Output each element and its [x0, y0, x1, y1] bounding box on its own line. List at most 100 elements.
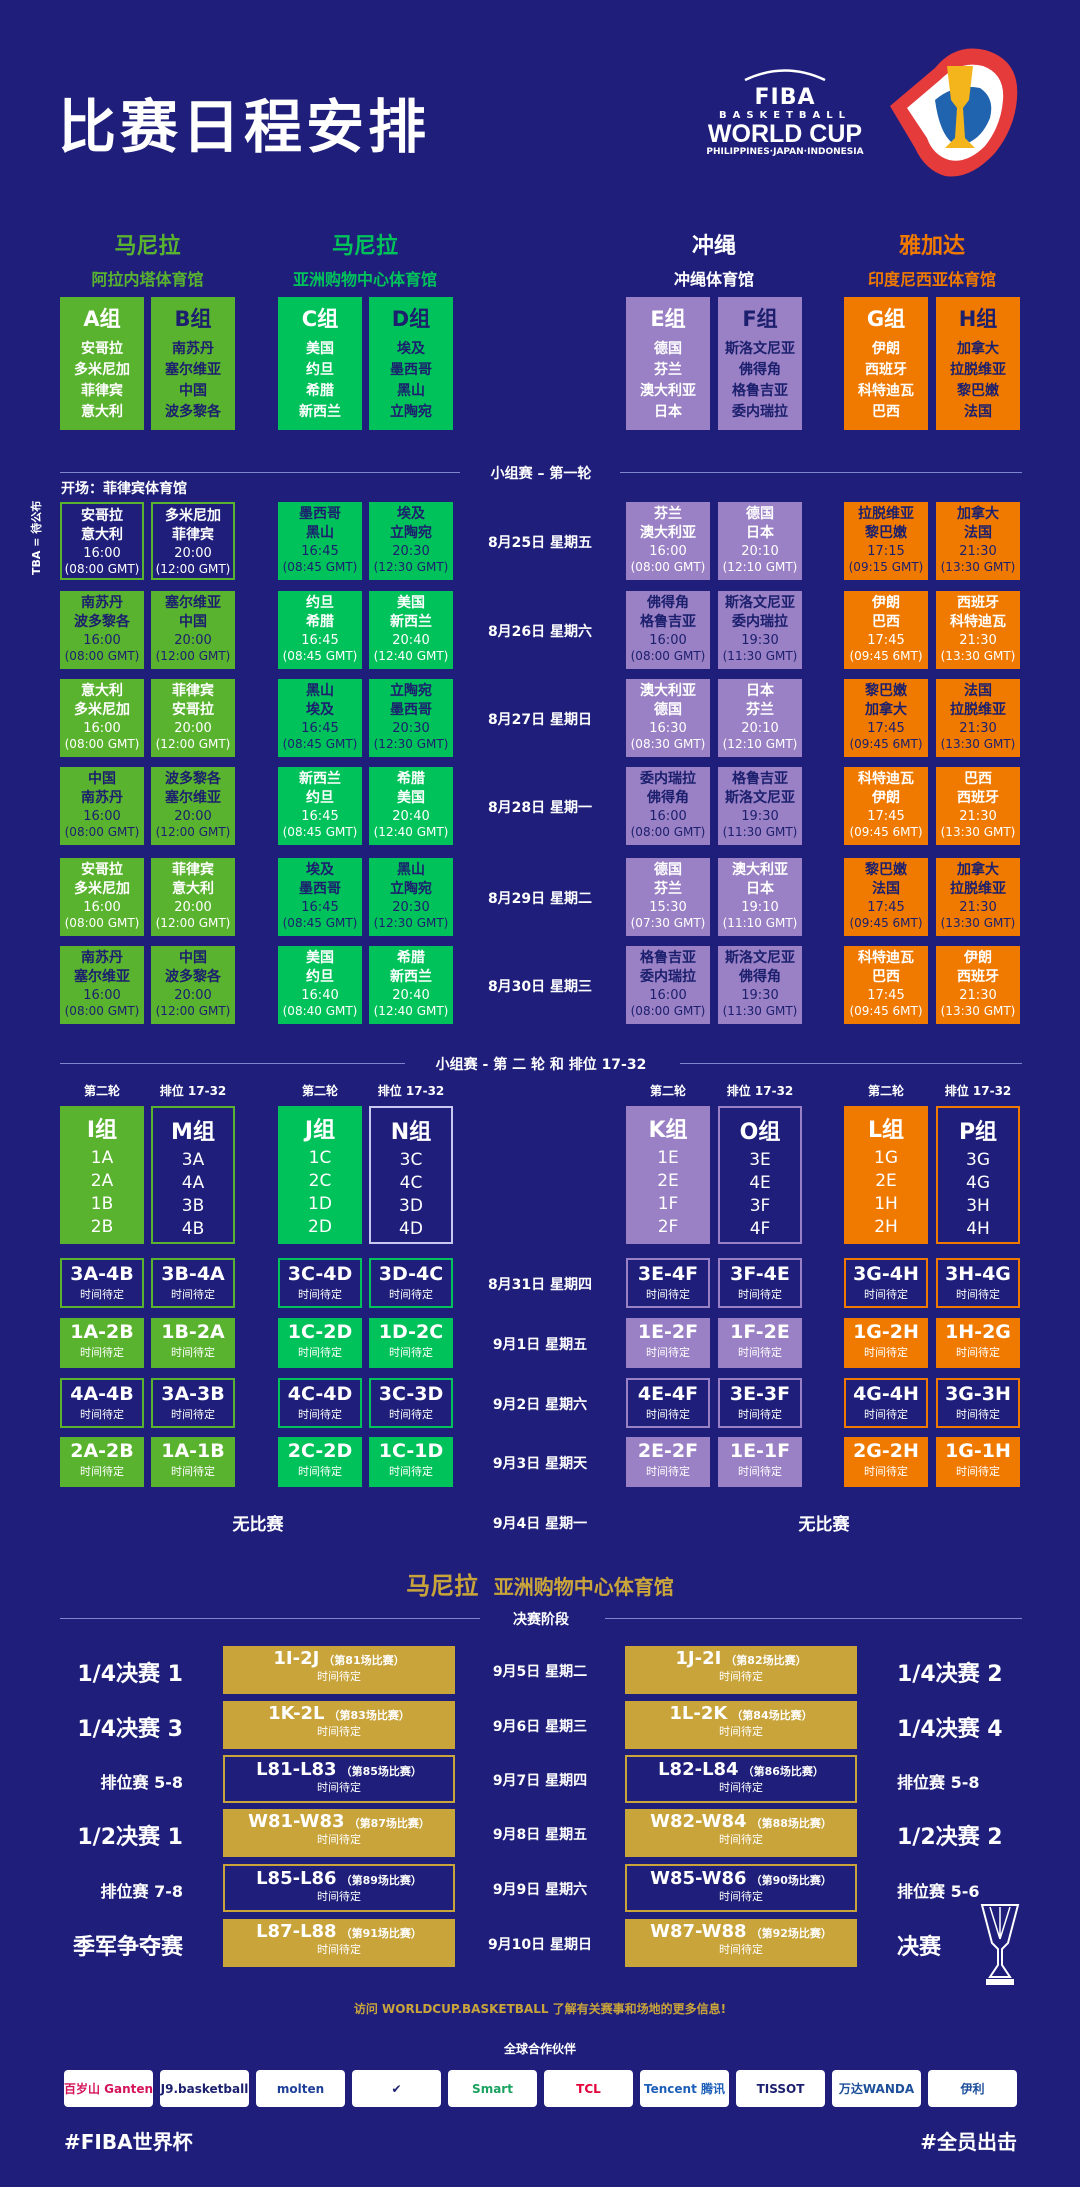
- finals-match-card[interactable]: W82-W84 （第88场比赛） 时间待定: [625, 1809, 857, 1857]
- match-card[interactable]: 巴西 西班牙 21:30 (13:30 GMT): [936, 767, 1020, 845]
- round2-match-card[interactable]: 4G-4H 时间待定: [844, 1378, 928, 1428]
- match-card[interactable]: 格鲁吉亚 委内瑞拉 16:00 (08:00 GMT): [626, 946, 710, 1024]
- finals-match-card[interactable]: 1L-2K （第84场比赛） 时间待定: [625, 1701, 857, 1749]
- round2-match-card[interactable]: 2C-2D 时间待定: [278, 1437, 362, 1487]
- finals-match-card[interactable]: L81-L83 （第85场比赛） 时间待定: [223, 1755, 455, 1803]
- round2-match-card[interactable]: 3G-4H 时间待定: [844, 1258, 928, 1308]
- match-card[interactable]: 埃及 墨西哥 16:45 (08:45 GMT): [278, 858, 362, 936]
- finals-match-card[interactable]: 1I-2J （第81场比赛） 时间待定: [223, 1646, 455, 1694]
- match-card[interactable]: 斯洛文尼亚 委内瑞拉 19:30 (11:30 GMT): [718, 591, 802, 669]
- round2-match-card[interactable]: 3E-3F 时间待定: [718, 1378, 802, 1428]
- round2-match-card[interactable]: 4E-4F 时间待定: [626, 1378, 710, 1428]
- round2-match-card[interactable]: 1C-1D 时间待定: [369, 1437, 453, 1487]
- round2-match-card[interactable]: 2G-2H 时间待定: [844, 1437, 928, 1487]
- finals-match-card[interactable]: L82-L84 （第86场比赛） 时间待定: [625, 1755, 857, 1803]
- finals-match-card[interactable]: L85-L86 （第89场比赛） 时间待定: [223, 1864, 455, 1912]
- match-card[interactable]: 法国 拉脱维亚 21:30 (13:30 GMT): [936, 679, 1020, 757]
- sponsor-logo[interactable]: ✔: [352, 2070, 441, 2107]
- finals-match-card[interactable]: 1J-2I （第82场比赛） 时间待定: [625, 1646, 857, 1694]
- finals-match-card[interactable]: W87-W88 （第92场比赛） 时间待定: [625, 1919, 857, 1967]
- round2-match-card[interactable]: 1D-2C 时间待定: [369, 1318, 453, 1368]
- finals-match-card[interactable]: L87-L88 （第91场比赛） 时间待定: [223, 1919, 455, 1967]
- round2-match-card[interactable]: 1G-1H 时间待定: [936, 1437, 1020, 1487]
- round2-match-card[interactable]: 3C-4D 时间待定: [278, 1258, 362, 1308]
- match-card[interactable]: 黎巴嫩 加拿大 17:45 (09:45 6MT): [844, 679, 928, 757]
- match-card[interactable]: 黑山 立陶宛 20:30 (12:30 GMT): [369, 858, 453, 936]
- sponsor-logo[interactable]: J9.basketball: [160, 2070, 249, 2107]
- match-card[interactable]: 波多黎各 塞尔维亚 20:00 (12:00 GMT): [151, 767, 235, 845]
- match-card[interactable]: 新西兰 约旦 16:45 (08:45 GMT): [278, 767, 362, 845]
- match-card[interactable]: 菲律宾 意大利 20:00 (12:00 GMT): [151, 858, 235, 936]
- finals-match-card[interactable]: W81-W83 （第87场比赛） 时间待定: [223, 1809, 455, 1857]
- match-card[interactable]: 西班牙 科特迪瓦 21:30 (13:30 GMT): [936, 591, 1020, 669]
- match-card[interactable]: 委内瑞拉 佛得角 16:00 (08:00 GMT): [626, 767, 710, 845]
- round2-match-card[interactable]: 1A-1B 时间待定: [151, 1437, 235, 1487]
- match-card[interactable]: 立陶宛 墨西哥 20:30 (12:30 GMT): [369, 679, 453, 757]
- match-card[interactable]: 芬兰 澳大利亚 16:00 (08:00 GMT): [626, 502, 710, 580]
- round2-match-card[interactable]: 1H-2G 时间待定: [936, 1318, 1020, 1368]
- match-card[interactable]: 塞尔维亚 中国 20:00 (12:00 GMT): [151, 591, 235, 669]
- round2-match-card[interactable]: 1A-2B 时间待定: [60, 1318, 144, 1368]
- finals-match-card[interactable]: 1K-2L （第83场比赛） 时间待定: [223, 1701, 455, 1749]
- match-card[interactable]: 德国 芬兰 15:30 (07:30 GMT): [626, 858, 710, 936]
- match-card[interactable]: 多米尼加 菲律宾 20:00 (12:00 GMT): [151, 502, 235, 580]
- sponsor-logo[interactable]: Smart: [448, 2070, 537, 2107]
- sponsor-logo[interactable]: 百岁山 Ganten: [64, 2070, 153, 2107]
- finals-match-card[interactable]: W85-W86 （第90场比赛） 时间待定: [625, 1864, 857, 1912]
- round2-match-card[interactable]: 2E-2F 时间待定: [626, 1437, 710, 1487]
- match-card[interactable]: 斯洛文尼亚 佛得角 19:30 (11:30 GMT): [718, 946, 802, 1024]
- match-card[interactable]: 意大利 多米尼加 16:00 (08:00 GMT): [60, 679, 144, 757]
- sponsor-logo[interactable]: 伊利: [928, 2070, 1017, 2107]
- match-card[interactable]: 中国 波多黎各 20:00 (12:00 GMT): [151, 946, 235, 1024]
- round2-match-card[interactable]: 3A-3B 时间待定: [151, 1378, 235, 1428]
- round2-match-card[interactable]: 1C-2D 时间待定: [278, 1318, 362, 1368]
- round2-match-card[interactable]: 3G-3H 时间待定: [936, 1378, 1020, 1428]
- round2-match-card[interactable]: 1E-1F 时间待定: [718, 1437, 802, 1487]
- round2-match-card[interactable]: 3F-4E 时间待定: [718, 1258, 802, 1308]
- round2-match-card[interactable]: 3A-4B 时间待定: [60, 1258, 144, 1308]
- round2-match-card[interactable]: 3C-3D 时间待定: [369, 1378, 453, 1428]
- sponsor-logo[interactable]: Tencent 腾讯: [640, 2070, 729, 2107]
- match-card[interactable]: 美国 新西兰 20:40 (12:40 GMT): [369, 591, 453, 669]
- round2-match-card[interactable]: 3D-4C 时间待定: [369, 1258, 453, 1308]
- match-card[interactable]: 加拿大 法国 21:30 (13:30 GMT): [936, 502, 1020, 580]
- match-card[interactable]: 菲律宾 安哥拉 20:00 (12:00 GMT): [151, 679, 235, 757]
- sponsor-logo[interactable]: molten: [256, 2070, 345, 2107]
- match-card[interactable]: 中国 南苏丹 16:00 (08:00 GMT): [60, 767, 144, 845]
- round2-match-card[interactable]: 1B-2A 时间待定: [151, 1318, 235, 1368]
- match-card[interactable]: 澳大利亚 德国 16:30 (08:30 GMT): [626, 679, 710, 757]
- round2-match-card[interactable]: 3B-4A 时间待定: [151, 1258, 235, 1308]
- match-card[interactable]: 拉脱维亚 黎巴嫩 17:15 (09:15 GMT): [844, 502, 928, 580]
- match-card[interactable]: 伊朗 西班牙 21:30 (13:30 GMT): [936, 946, 1020, 1024]
- round2-match-card[interactable]: 4A-4B 时间待定: [60, 1378, 144, 1428]
- match-card[interactable]: 墨西哥 黑山 16:45 (08:45 GMT): [278, 502, 362, 580]
- match-card[interactable]: 埃及 立陶宛 20:30 (12:30 GMT): [369, 502, 453, 580]
- round2-match-card[interactable]: 1G-2H 时间待定: [844, 1318, 928, 1368]
- match-card[interactable]: 美国 约旦 16:40 (08:40 GMT): [278, 946, 362, 1024]
- match-card[interactable]: 约旦 希腊 16:45 (08:45 GMT): [278, 591, 362, 669]
- round2-match-card[interactable]: 3E-4F 时间待定: [626, 1258, 710, 1308]
- match-card[interactable]: 黑山 埃及 16:45 (08:45 GMT): [278, 679, 362, 757]
- round2-match-card[interactable]: 1E-2F 时间待定: [626, 1318, 710, 1368]
- match-card[interactable]: 安哥拉 意大利 16:00 (08:00 GMT): [60, 502, 144, 580]
- match-card[interactable]: 伊朗 巴西 17:45 (09:45 6MT): [844, 591, 928, 669]
- match-card[interactable]: 科特迪瓦 巴西 17:45 (09:45 6MT): [844, 946, 928, 1024]
- sponsor-logo[interactable]: 万达WANDA: [832, 2070, 921, 2107]
- match-card[interactable]: 格鲁吉亚 斯洛文尼亚 19:30 (11:30 GMT): [718, 767, 802, 845]
- round2-match-card[interactable]: 2A-2B 时间待定: [60, 1437, 144, 1487]
- match-card[interactable]: 澳大利亚 日本 19:10 (11:10 GMT): [718, 858, 802, 936]
- match-card[interactable]: 南苏丹 波多黎各 16:00 (08:00 GMT): [60, 591, 144, 669]
- match-card[interactable]: 加拿大 拉脱维亚 21:30 (13:30 GMT): [936, 858, 1020, 936]
- match-card[interactable]: 黎巴嫩 法国 17:45 (09:45 6MT): [844, 858, 928, 936]
- sponsor-logo[interactable]: TISSOT: [736, 2070, 825, 2107]
- round2-match-card[interactable]: 3H-4G 时间待定: [936, 1258, 1020, 1308]
- round2-match-card[interactable]: 1F-2E 时间待定: [718, 1318, 802, 1368]
- round2-match-card[interactable]: 4C-4D 时间待定: [278, 1378, 362, 1428]
- match-card[interactable]: 德国 日本 20:10 (12:10 GMT): [718, 502, 802, 580]
- sponsor-logo[interactable]: TCL: [544, 2070, 633, 2107]
- match-card[interactable]: 日本 芬兰 20:10 (12:10 GMT): [718, 679, 802, 757]
- match-card[interactable]: 安哥拉 多米尼加 16:00 (08:00 GMT): [60, 858, 144, 936]
- match-card[interactable]: 希腊 新西兰 20:40 (12:40 GMT): [369, 946, 453, 1024]
- match-card[interactable]: 科特迪瓦 伊朗 17:45 (09:45 6MT): [844, 767, 928, 845]
- match-card[interactable]: 希腊 美国 20:40 (12:40 GMT): [369, 767, 453, 845]
